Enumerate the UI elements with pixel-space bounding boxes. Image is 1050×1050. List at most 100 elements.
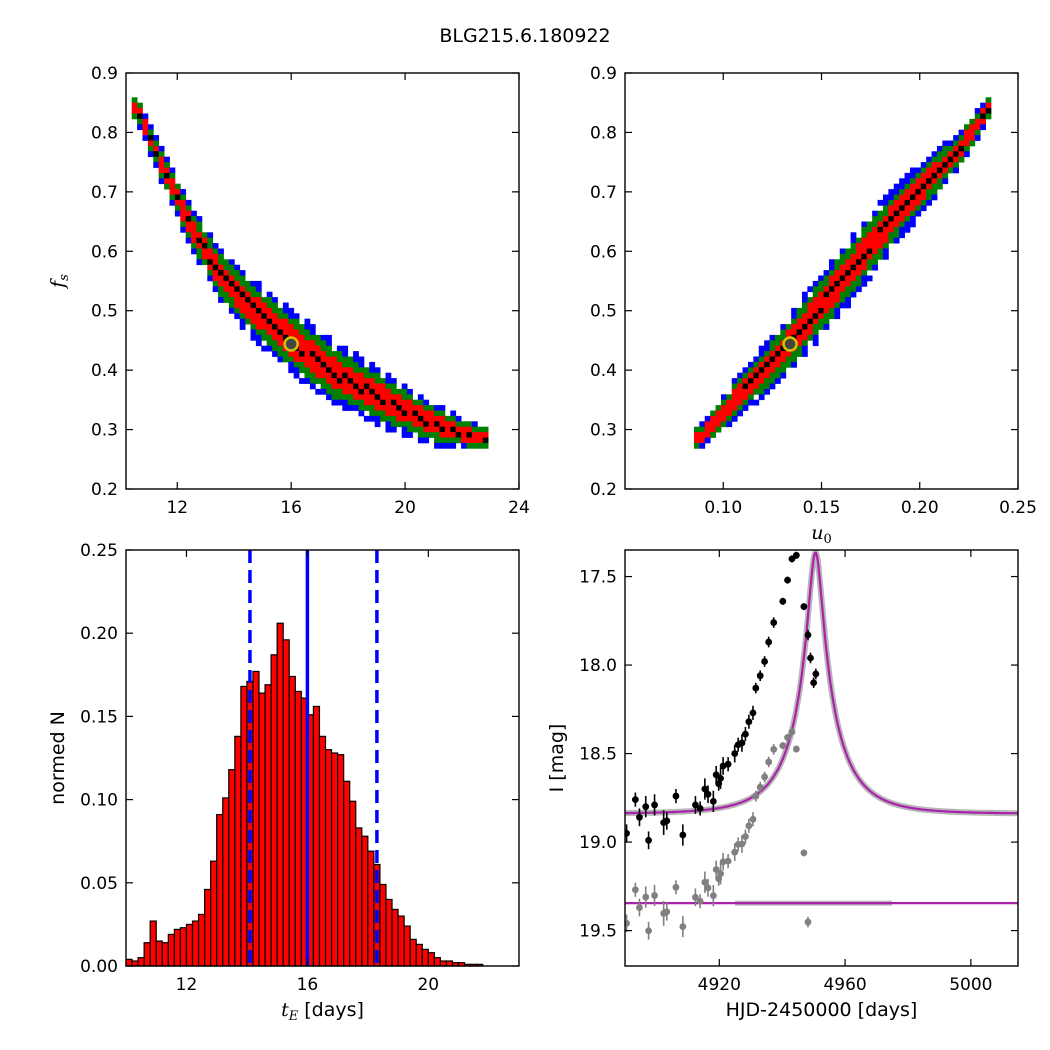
posterior-cell (920, 205, 927, 212)
posterior-cell (250, 318, 257, 325)
posterior-cell (834, 302, 841, 309)
posterior-cell (769, 356, 776, 363)
posterior-cell (807, 313, 814, 320)
y-tick-label: 18.5 (579, 745, 617, 765)
posterior-cell (158, 156, 165, 163)
fs-vs-u0-panel: 0.10 0.15 0.20 0.25 0.2 0.3 0.4 0.5 0.6 0.7 0.8 0.9… (590, 64, 1037, 547)
posterior-cell (272, 334, 278, 341)
posterior-cell (753, 399, 760, 406)
histogram-bar (131, 960, 139, 967)
posterior-cell (461, 442, 467, 449)
posterior-cell (191, 243, 197, 249)
posterior-cell (807, 329, 814, 336)
posterior-cell (942, 151, 949, 158)
posterior-cell (239, 318, 246, 325)
posterior-cell (450, 442, 457, 449)
posterior-cell (169, 189, 176, 195)
posterior-cell (877, 248, 884, 255)
posterior-cell (153, 145, 160, 152)
posterior-cell (812, 307, 819, 314)
posterior-cell (245, 291, 251, 298)
posterior-cell (834, 280, 841, 287)
posterior-cell (255, 302, 262, 309)
posterior-cell (255, 297, 262, 303)
posterior-cell (796, 340, 803, 347)
posterior-cell (942, 140, 949, 147)
posterior-cell (796, 313, 803, 320)
x-tick-label: 0.25 (999, 498, 1037, 518)
residual-point (731, 848, 739, 856)
residual-point (784, 734, 791, 741)
posterior-cell (417, 421, 424, 428)
posterior-cell (482, 432, 489, 438)
posterior-cell (861, 221, 868, 228)
posterior-cell (920, 183, 927, 190)
posterior-cell (710, 426, 716, 433)
posterior-cell (915, 167, 922, 174)
posterior-cell (888, 237, 895, 244)
y-tick-label: 0.3 (590, 421, 617, 441)
posterior-cell (904, 221, 911, 228)
posterior-cell (358, 383, 365, 390)
posterior-cell (855, 248, 862, 255)
posterior-cell (904, 199, 911, 206)
posterior-cell (904, 178, 911, 185)
posterior-cell (823, 302, 830, 309)
posterior-cell (710, 421, 716, 428)
posterior-cell (320, 388, 327, 395)
posterior-cell (482, 442, 489, 449)
posterior-cell (374, 421, 381, 428)
posterior-cell (731, 405, 738, 411)
posterior-cell (304, 318, 311, 325)
posterior-cell (915, 189, 922, 195)
posterior-cell (953, 162, 959, 168)
posterior-cell (969, 129, 976, 136)
posterior-cell (888, 232, 895, 239)
histogram-bar (240, 685, 248, 967)
posterior-cell (834, 313, 841, 320)
y-tick-label: 17.5 (579, 568, 617, 588)
posterior-cell (753, 388, 760, 395)
posterior-cell (380, 378, 386, 384)
posterior-cell (839, 280, 846, 287)
posterior-cell (774, 378, 781, 384)
posterior-cell (212, 270, 219, 276)
posterior-cell (169, 178, 176, 185)
posterior-cell (785, 356, 792, 363)
posterior-cell (812, 334, 819, 341)
posterior-cell (861, 226, 868, 233)
posterior-cell (888, 226, 895, 233)
posterior-cell (866, 243, 873, 249)
histogram-bar (330, 752, 339, 967)
posterior-cell (277, 329, 284, 336)
posterior-cell (899, 183, 905, 190)
y-tick-label: 18.0 (579, 656, 617, 676)
posterior-cell (428, 415, 435, 422)
x-axis-label: u0 (811, 522, 832, 547)
posterior-cell (839, 270, 846, 276)
posterior-cell (342, 356, 349, 363)
posterior-cell (909, 216, 916, 222)
posterior-cell (207, 243, 214, 249)
posterior-cell (471, 426, 478, 433)
posterior-cell (850, 248, 857, 255)
data-point (679, 831, 687, 839)
posterior-cell (320, 383, 327, 390)
posterior-cell (320, 372, 327, 379)
posterior-cell (747, 383, 754, 390)
data-point (731, 750, 739, 757)
posterior-cell (180, 221, 187, 228)
posterior-cell (785, 324, 792, 330)
posterior-cell (839, 253, 846, 260)
posterior-cell (882, 232, 889, 239)
posterior-cell (888, 194, 895, 201)
histogram-bar (282, 639, 290, 967)
posterior-cell (850, 275, 857, 282)
posterior-cell (417, 437, 424, 444)
posterior-cell (774, 356, 781, 363)
posterior-cell (228, 297, 235, 303)
residual-point (749, 815, 757, 823)
histogram-bar (149, 920, 157, 967)
posterior-cell (801, 324, 808, 330)
posterior-cell (450, 421, 457, 428)
